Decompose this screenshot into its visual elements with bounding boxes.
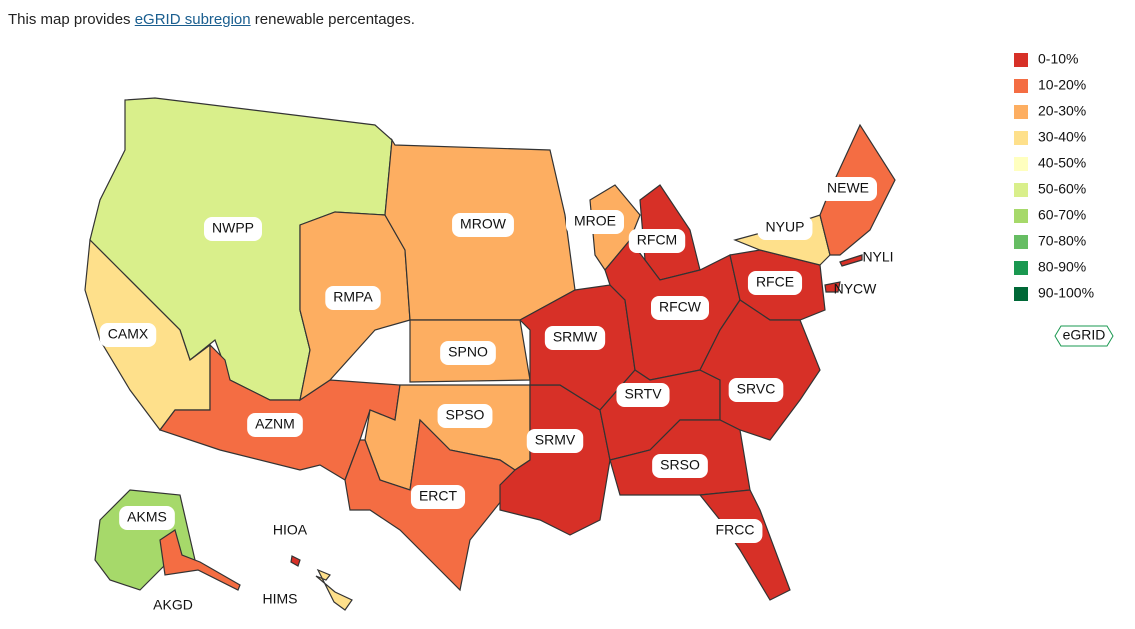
region-label: SRSO: [660, 457, 700, 473]
region: [315, 568, 353, 611]
region-label: RFCM: [637, 232, 677, 248]
label-box: [119, 506, 175, 530]
legend-label: 90-100%: [1038, 285, 1094, 301]
region-label: NWPP: [212, 220, 254, 236]
intro: This map provides eGRID subregion renewa…: [8, 11, 415, 28]
region: [94, 489, 196, 591]
region-labels: NWPP CAMX AZNM RMPA MROW SPNO SPSO ERCT SRMV SRMW…: [99, 177, 894, 613]
intro-link[interactable]: eGRID subregion: [134, 11, 251, 28]
region-label: MROW: [460, 216, 507, 232]
legend-swatch: [1014, 131, 1028, 145]
region-label: NEWE: [827, 180, 869, 196]
label-box: [707, 519, 763, 543]
region-label: SRTV: [624, 386, 662, 402]
intro-text: This map provides: [8, 11, 135, 28]
label-box: [566, 210, 624, 234]
label-box: [410, 485, 466, 509]
legend-swatch: [1014, 235, 1028, 249]
region-label: NYLI: [862, 249, 893, 265]
legend-label: 0-10%: [1038, 51, 1078, 67]
region-label: CAMX: [108, 326, 149, 342]
label-box: [526, 429, 584, 453]
region-label: SPSO: [446, 407, 485, 423]
label-box: [452, 213, 514, 237]
region-label: NYCW: [834, 281, 878, 297]
label-box: [628, 229, 686, 253]
region: [699, 299, 821, 441]
region-label: SRMV: [535, 432, 576, 448]
label-box: [757, 216, 813, 240]
region: [159, 529, 241, 591]
region-label: RFCW: [659, 299, 702, 315]
legend-label: 20-30%: [1038, 103, 1086, 119]
label-box: [204, 217, 262, 241]
legend-swatch: [1014, 53, 1028, 67]
region-label: AKMS: [127, 509, 167, 525]
region-label: MROE: [574, 213, 616, 229]
region-label: AZNM: [255, 416, 295, 432]
region-label: SPNO: [448, 344, 488, 360]
label-box: [544, 326, 606, 350]
legend-label: 10-20%: [1038, 77, 1086, 93]
legend-label: 70-80%: [1038, 233, 1086, 249]
badge-outline: [1054, 325, 1114, 347]
legend-label: 80-90%: [1038, 259, 1086, 275]
intro-text: renewable percentages.: [250, 11, 415, 28]
legend-swatch: [1014, 157, 1028, 171]
region: [698, 489, 791, 601]
legend-label: 40-50%: [1038, 155, 1086, 171]
badge-text: eGRID: [1063, 327, 1106, 343]
legend-label: 50-60%: [1038, 181, 1086, 197]
legend-swatch: [1014, 183, 1028, 197]
label-box: [325, 286, 381, 310]
region-label: SRMW: [553, 329, 598, 345]
label-box: [652, 454, 708, 478]
label-box: [819, 177, 877, 201]
label-box: [651, 296, 709, 320]
region-label: RMPA: [333, 289, 373, 305]
label-box: [616, 383, 670, 407]
legend-swatch: [1014, 287, 1028, 301]
label-box: [728, 378, 784, 402]
label-box: [440, 341, 496, 365]
region-label: FRCC: [716, 522, 755, 538]
legend-label: 30-40%: [1038, 129, 1086, 145]
region-label: HIOA: [273, 522, 308, 538]
region: [290, 555, 301, 567]
legend-label: 60-70%: [1038, 207, 1086, 223]
region-label: SRVC: [737, 381, 776, 397]
legend-swatch: [1014, 261, 1028, 275]
label-box: [437, 404, 493, 428]
label-box: [247, 413, 303, 437]
label-box: [747, 271, 803, 295]
legend-swatch: [1014, 209, 1028, 223]
region-label: HIMS: [263, 591, 298, 607]
legend-swatch: [1014, 79, 1028, 93]
region-label: RFCE: [756, 274, 794, 290]
region: [839, 254, 863, 267]
legend-swatch: [1014, 105, 1028, 119]
label-box: [99, 323, 157, 347]
region-label: NYUP: [766, 219, 805, 235]
region-label: AKGD: [153, 597, 193, 613]
region: [824, 281, 841, 293]
region-label: ERCT: [419, 488, 458, 504]
